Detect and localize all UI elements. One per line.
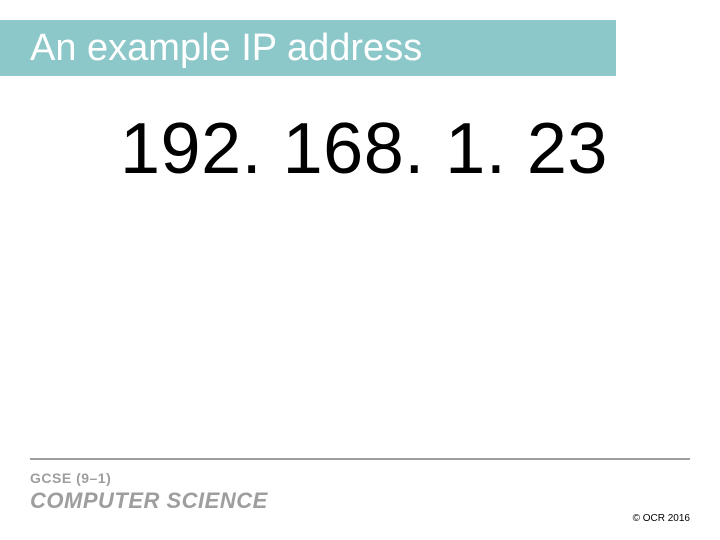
brand-block: GCSE (9–1) COMPUTER SCIENCE (30, 470, 268, 514)
ip-address-text: 192. 168. 1. 23 (120, 108, 608, 190)
slide-title: An example IP address (30, 29, 422, 67)
brand-line2: COMPUTER SCIENCE (30, 488, 268, 514)
title-bar: An example IP address (0, 20, 616, 76)
slide: An example IP address 192. 168. 1. 23 GC… (0, 0, 720, 540)
brand-line1: GCSE (9–1) (30, 470, 268, 486)
footer-divider (30, 458, 690, 460)
footer: GCSE (9–1) COMPUTER SCIENCE © OCR 2016 (30, 458, 690, 528)
copyright-text: © OCR 2016 (633, 513, 690, 524)
